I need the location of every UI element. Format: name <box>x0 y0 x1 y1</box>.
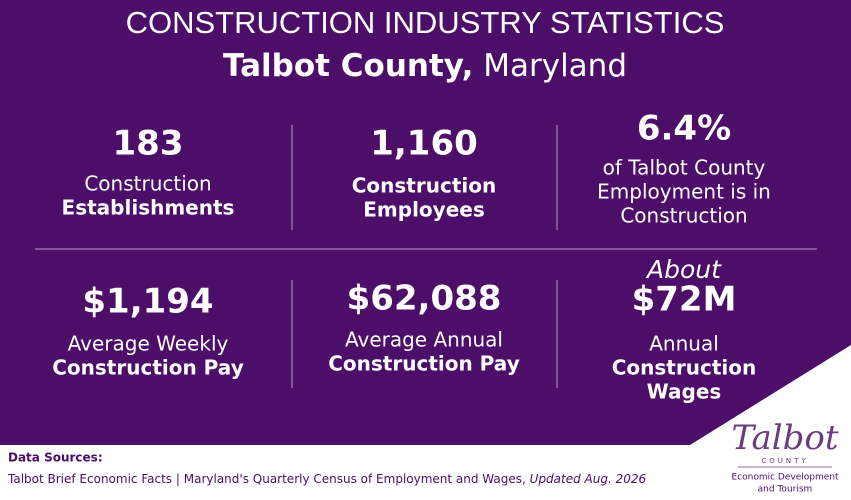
stat-label: of Talbot County <box>603 156 766 180</box>
separator: | <box>176 472 180 486</box>
subtitle: Talbot County, Maryland <box>223 48 627 84</box>
stat-label: Establishments <box>62 196 235 220</box>
stat-label: Construction <box>352 174 496 198</box>
subtitle-regular: Maryland <box>483 48 627 84</box>
stat-label: Construction <box>620 204 747 228</box>
title: CONSTRUCTION INDUSTRY STATISTICS <box>126 5 725 40</box>
stat-value: 1,160 <box>370 124 478 164</box>
stat-label: Employment is in <box>597 180 771 204</box>
logo-line: and Tourism <box>758 485 813 495</box>
sources-label: Data Sources: <box>8 451 103 465</box>
updated: Updated Aug. 2026 <box>530 472 647 486</box>
stat-value: 6.4% <box>637 109 731 149</box>
logo-line: Economic Development <box>731 473 838 483</box>
stats: 183ConstructionEstablishments1,160Constr… <box>52 109 771 404</box>
logo-county: COUNTY <box>761 457 808 465</box>
logo-name: Talbot <box>731 418 838 458</box>
stat-label: Construction Pay <box>328 352 519 376</box>
stat-label: Wages <box>647 380 722 404</box>
stat-value: $72M <box>632 280 737 320</box>
stat-label: Employees <box>363 198 484 222</box>
stat-label: Annual <box>649 332 719 356</box>
stat-label: Construction <box>612 356 756 380</box>
stat-label: Construction <box>84 172 211 196</box>
subtitle-bold: Talbot County, <box>223 48 473 84</box>
stat-prefix: About <box>645 255 722 284</box>
footer-band <box>0 445 851 500</box>
stat-label: Construction Pay <box>52 356 243 380</box>
stat-value: 183 <box>113 124 184 164</box>
stat-value: $1,194 <box>82 282 213 322</box>
stat-label: Average Weekly <box>68 332 229 356</box>
stat-label: Average Annual <box>345 328 503 352</box>
source: Talbot Brief Economic Facts <box>7 472 172 486</box>
stat-value: $62,088 <box>347 279 502 319</box>
source: Maryland's Quarterly Census of Employmen… <box>184 472 526 486</box>
sources-line: Talbot Brief Economic Facts | Maryland's… <box>7 472 647 486</box>
